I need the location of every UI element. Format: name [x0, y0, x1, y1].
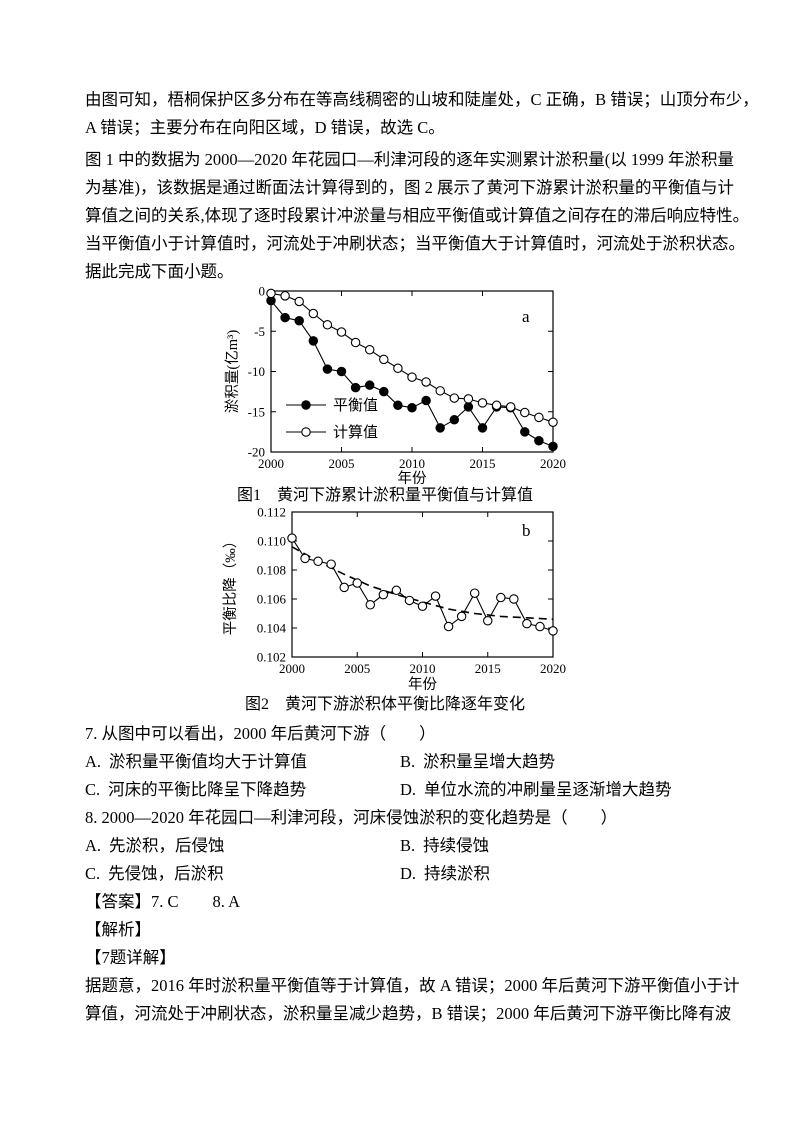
material-paragraph: 图 1 中的数据为 2000—2020 年花园口—利津河段的逐年实测累计淤积量(…	[85, 146, 750, 286]
option-text: 单位水流的冲刷量呈逐渐增大趋势	[424, 780, 672, 799]
svg-text:2005: 2005	[344, 661, 370, 676]
detail7-heading: 【7题详解】	[85, 948, 176, 967]
text-line: 当平衡值小于计算值时，河流处于冲刷状态；当平衡值大于计算值时，河流处于淤积状态。	[85, 234, 745, 253]
question7-stem: 7. 从图中可以看出，2000 年后黄河下游（ ）	[85, 724, 436, 743]
option-label: C.	[85, 780, 101, 799]
svg-text:计算值: 计算值	[333, 423, 378, 441]
svg-text:2000: 2000	[279, 661, 305, 676]
svg-text:0.108: 0.108	[257, 563, 286, 578]
option-text: 持续淤积	[424, 864, 491, 883]
option-text: 先侵蚀，后淤积	[108, 864, 224, 883]
analysis-label: 【解析】	[85, 920, 151, 939]
svg-text:0: 0	[259, 286, 266, 299]
question8-options-row1: A. 先淤积，后侵蚀 B. 持续侵蚀	[85, 832, 717, 860]
option-d: D. 单位水流的冲刷量呈逐渐增大趋势	[400, 776, 717, 804]
answer-q8: 8. A	[212, 892, 241, 911]
option-label: B.	[400, 836, 416, 855]
option-d: D. 持续淤积	[400, 860, 717, 888]
text-line: 为基准)，该数据是通过断面法计算得到的，图 2 展示了黄河下游累计淤积量的平衡值…	[85, 178, 734, 197]
svg-text:0.112: 0.112	[257, 505, 286, 520]
svg-text:2015: 2015	[470, 456, 496, 471]
option-c: C. 河床的平衡比降呈下降趋势	[85, 776, 400, 804]
svg-text:-10: -10	[248, 364, 265, 379]
text-line: 由图可知，梧桐保护区多分布在等高线稠密的山坡和陡崖处，C 正确，B 错误；山顶分…	[85, 90, 759, 109]
option-label: D.	[400, 864, 417, 883]
answer-label: 【答案】	[85, 892, 151, 911]
svg-text:淤积量(亿m³): 淤积量(亿m³)	[224, 330, 241, 413]
text-line: A 错误；主要分布在向阳区域，D 错误，故选 C。	[85, 118, 445, 137]
question-section: 7. 从图中可以看出，2000 年后黄河下游（ ） A. 淤积量平衡值均大于计算值…	[85, 720, 740, 1028]
svg-text:年份: 年份	[408, 676, 437, 693]
option-text: 淤积量呈增大趋势	[423, 752, 556, 771]
svg-text:年份: 年份	[398, 470, 427, 486]
svg-text:平衡值: 平衡值	[333, 397, 378, 414]
option-label: B.	[400, 752, 416, 771]
svg-text:2015: 2015	[475, 661, 501, 676]
svg-text:-15: -15	[248, 404, 265, 419]
option-b: B. 淤积量呈增大趋势	[400, 748, 717, 776]
figure2-chart: 2000 2005 2010 2015 2020 0.112 0.110 0.108 0.106…	[222, 505, 566, 694]
svg-text:a: a	[522, 307, 530, 326]
option-c: C. 先侵蚀，后淤积	[85, 860, 400, 888]
option-label: D.	[400, 780, 417, 799]
text-line: 图 1 中的数据为 2000—2020 年花园口—利津河段的逐年实测累计淤积量(…	[85, 150, 734, 169]
option-text: 先淤积，后侵蚀	[109, 836, 225, 855]
answer-q7: 7. C	[151, 892, 179, 911]
svg-text:2010: 2010	[399, 456, 425, 471]
svg-text:0.102: 0.102	[257, 650, 286, 665]
text-line: 据题意，2016 年时淤积量平衡值等于计算值，故 A 错误；2000 年后黄河下…	[85, 976, 740, 995]
question7-options-row1: A. 淤积量平衡值均大于计算值 B. 淤积量呈增大趋势	[85, 748, 717, 776]
question8-options-row2: C. 先侵蚀，后淤积 D. 持续淤积	[85, 860, 717, 888]
question8-stem: 8. 2000—2020 年花园口—利津河段，河床侵蚀淤积的变化趋势是（ ）	[85, 808, 618, 827]
option-label: C.	[85, 864, 101, 883]
option-label: A.	[85, 836, 102, 855]
svg-text:b: b	[522, 521, 531, 540]
option-label: A.	[85, 752, 102, 771]
text-line: 算值，河流处于冲刷状态，淤积量呈减少趋势，B 错误；2000 年后黄河下游平衡比…	[85, 1004, 732, 1023]
option-text: 持续侵蚀	[423, 836, 490, 855]
text-line: 算值之间的关系,体现了逐时段累计冲淤量与相应平衡值或计算值之间存在的滞后响应特性…	[85, 206, 750, 225]
svg-text:-20: -20	[248, 445, 265, 460]
option-b: B. 持续侵蚀	[400, 832, 717, 860]
svg-text:2005: 2005	[329, 456, 355, 471]
svg-text:-5: -5	[254, 324, 265, 339]
question7-options-row2: C. 河床的平衡比降呈下降趋势 D. 单位水流的冲刷量呈逐渐增大趋势	[85, 776, 717, 804]
svg-text:2000: 2000	[258, 456, 284, 471]
svg-text:0.104: 0.104	[257, 621, 287, 636]
figure2-caption: 图2 黄河下游淤积体平衡比降逐年变化	[244, 696, 525, 713]
figure1-caption: 图1 黄河下游累计淤积量平衡值与计算值	[236, 487, 533, 504]
svg-text:0.106: 0.106	[257, 592, 287, 607]
option-text: 淤积量平衡值均大于计算值	[109, 752, 308, 771]
svg-text:2020: 2020	[540, 661, 566, 676]
svg-text:2010: 2010	[410, 661, 436, 676]
svg-text:平衡比降（‰）: 平衡比降（‰）	[222, 534, 239, 636]
option-a: A. 先淤积，后侵蚀	[85, 832, 400, 860]
svg-text:0.110: 0.110	[257, 534, 286, 549]
option-text: 河床的平衡比降呈下降趋势	[108, 780, 307, 799]
previous-explanation: 由图可知，梧桐保护区多分布在等高线稠密的山坡和陡崖处，C 正确，B 错误；山顶分…	[85, 86, 759, 142]
svg-text:2020: 2020	[540, 456, 566, 471]
text-line: 据此完成下面小题。	[85, 262, 234, 281]
option-a: A. 淤积量平衡值均大于计算值	[85, 748, 400, 776]
answer-line: 【答案】7. C 8. A	[85, 888, 717, 916]
